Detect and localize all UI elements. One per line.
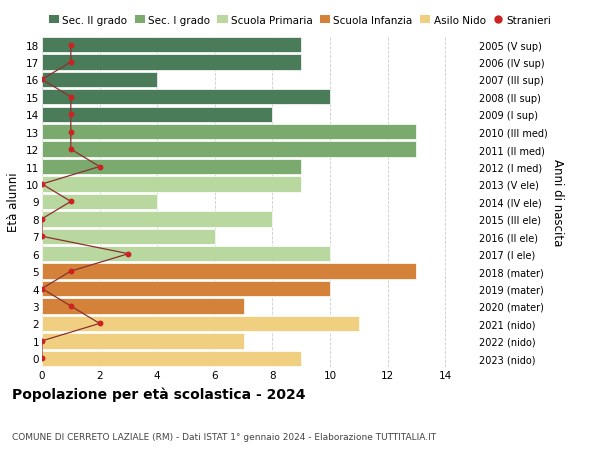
Point bbox=[37, 337, 47, 345]
Text: COMUNE DI CERRETO LAZIALE (RM) - Dati ISTAT 1° gennaio 2024 - Elaborazione TUTTI: COMUNE DI CERRETO LAZIALE (RM) - Dati IS… bbox=[12, 431, 436, 441]
Bar bbox=[42, 142, 416, 157]
Point bbox=[66, 59, 76, 67]
Point bbox=[37, 355, 47, 362]
Bar bbox=[42, 281, 330, 297]
Bar bbox=[42, 55, 301, 71]
Point bbox=[66, 198, 76, 206]
Point bbox=[37, 77, 47, 84]
Y-axis label: Anni di nascita: Anni di nascita bbox=[551, 158, 564, 246]
Point bbox=[37, 233, 47, 241]
Point bbox=[37, 181, 47, 188]
Bar bbox=[42, 160, 301, 175]
Bar bbox=[42, 299, 244, 314]
Point bbox=[66, 42, 76, 49]
Bar bbox=[42, 177, 301, 192]
Bar bbox=[42, 316, 359, 331]
Point bbox=[66, 129, 76, 136]
Point bbox=[95, 163, 104, 171]
Point bbox=[37, 285, 47, 292]
Bar bbox=[42, 246, 330, 262]
Point bbox=[95, 320, 104, 327]
Point bbox=[66, 146, 76, 153]
Bar bbox=[42, 73, 157, 88]
Y-axis label: Età alunni: Età alunni bbox=[7, 172, 20, 232]
Point bbox=[66, 112, 76, 119]
Bar bbox=[42, 90, 330, 105]
Bar bbox=[42, 333, 244, 349]
Point bbox=[66, 94, 76, 101]
Text: Popolazione per età scolastica - 2024: Popolazione per età scolastica - 2024 bbox=[12, 387, 305, 402]
Bar bbox=[42, 351, 301, 366]
Bar bbox=[42, 264, 416, 279]
Legend: Sec. II grado, Sec. I grado, Scuola Primaria, Scuola Infanzia, Asilo Nido, Stran: Sec. II grado, Sec. I grado, Scuola Prim… bbox=[49, 16, 551, 26]
Point bbox=[66, 268, 76, 275]
Bar bbox=[42, 107, 272, 123]
Point bbox=[37, 216, 47, 223]
Point bbox=[124, 251, 133, 258]
Bar bbox=[42, 194, 157, 210]
Bar bbox=[42, 229, 215, 244]
Point bbox=[66, 302, 76, 310]
Bar bbox=[42, 38, 301, 53]
Bar bbox=[42, 125, 416, 140]
Bar bbox=[42, 212, 272, 227]
